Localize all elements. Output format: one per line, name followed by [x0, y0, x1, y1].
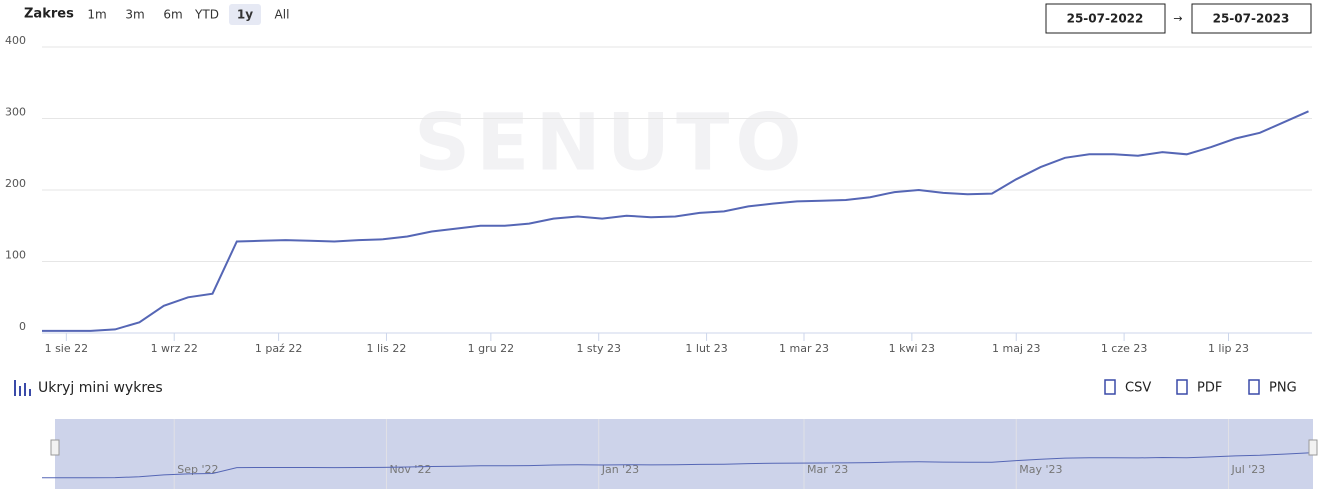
y-tick-label: 0 — [19, 320, 26, 333]
x-tick-label: 1 mar 23 — [779, 342, 829, 355]
line-series — [42, 110, 1309, 332]
date-arrow: → — [1173, 12, 1182, 25]
mini-toggle[interactable]: Ukryj mini wykres — [38, 380, 163, 396]
navigator-handle[interactable] — [50, 439, 60, 456]
x-tick-label: 1 paź 22 — [255, 342, 303, 355]
export-icon[interactable] — [1248, 379, 1260, 395]
date-to[interactable]: 25-07-2023 — [1213, 12, 1290, 26]
date-to-box[interactable] — [1191, 3, 1312, 34]
x-tick-label: 1 gru 22 — [468, 342, 514, 355]
navigator-tick-label: Sep '22 — [177, 463, 218, 476]
range-label: Zakres — [24, 7, 74, 22]
range-button[interactable]: 6m — [163, 8, 182, 22]
export-button[interactable]: PDF — [1197, 381, 1222, 396]
navigator-tick-label: Jul '23 — [1230, 463, 1265, 476]
watermark: SENUTO — [414, 98, 808, 188]
y-tick-label: 300 — [5, 106, 26, 119]
export-button[interactable]: CSV — [1125, 381, 1151, 396]
x-tick-label: 1 lip 23 — [1208, 342, 1249, 355]
x-tick-label: 1 lis 22 — [367, 342, 407, 355]
navigator-tick-label: Nov '22 — [389, 463, 431, 476]
x-tick-label: 1 lut 23 — [685, 342, 727, 355]
navigator-tick-label: Jan '23 — [601, 463, 639, 476]
x-tick-label: 1 cze 23 — [1101, 342, 1148, 355]
navigator-selection[interactable] — [55, 419, 1313, 489]
date-from-box[interactable] — [1045, 3, 1166, 34]
x-tick-label: 1 sty 23 — [576, 342, 621, 355]
range-button[interactable]: YTD — [194, 8, 219, 22]
range-button[interactable]: 3m — [125, 8, 144, 22]
x-tick-label: 1 maj 23 — [992, 342, 1041, 355]
mini-toggle-icon[interactable] — [14, 380, 31, 396]
y-tick-label: 100 — [5, 249, 26, 262]
x-tick-label: 1 kwi 23 — [889, 342, 935, 355]
y-tick-label: 200 — [5, 177, 26, 190]
navigator-handle[interactable] — [1308, 439, 1318, 456]
export-icon[interactable] — [1176, 379, 1188, 395]
range-button[interactable]: 1y — [237, 8, 253, 22]
x-tick-label: 1 sie 22 — [45, 342, 89, 355]
range-button[interactable]: 1m — [87, 8, 106, 22]
navigator-series — [42, 452, 1309, 479]
y-tick-label: 400 — [5, 34, 26, 47]
export-icon[interactable] — [1104, 379, 1116, 395]
range-button[interactable]: All — [275, 8, 290, 22]
navigator-tick-label: Mar '23 — [807, 463, 848, 476]
range-button-bg[interactable] — [229, 4, 261, 25]
date-from[interactable]: 25-07-2022 — [1067, 12, 1144, 26]
x-tick-label: 1 wrz 22 — [151, 342, 198, 355]
export-button[interactable]: PNG — [1269, 381, 1297, 396]
navigator-tick-label: May '23 — [1019, 463, 1062, 476]
